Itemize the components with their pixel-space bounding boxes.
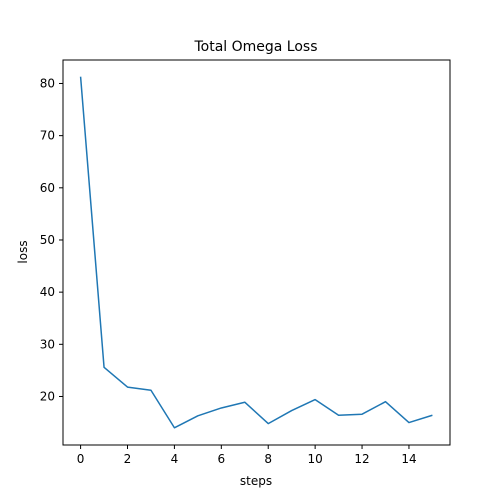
y-tick-label: 70 — [40, 129, 55, 143]
y-axis: 20 30 40 50 60 70 80 — [40, 76, 63, 403]
y-tick-label: 50 — [40, 233, 55, 247]
x-axis-label: steps — [240, 474, 272, 488]
x-tick-label: 2 — [124, 452, 132, 466]
plot-frame — [62, 59, 451, 446]
x-tick-label: 14 — [401, 452, 416, 466]
x-tick-label: 0 — [77, 452, 85, 466]
x-tick-label: 4 — [171, 452, 179, 466]
x-tick-label: 6 — [217, 452, 225, 466]
x-tick-label: 10 — [307, 452, 322, 466]
x-tick-label: 8 — [264, 452, 272, 466]
y-tick-label: 80 — [40, 76, 55, 90]
chart-title: Total Omega Loss — [193, 39, 317, 55]
plot-area — [79, 76, 433, 429]
y-tick-label: 20 — [40, 389, 55, 403]
x-tick-label: 12 — [354, 452, 369, 466]
y-axis-label: loss — [16, 240, 30, 263]
y-tick-label: 30 — [40, 337, 55, 351]
series-line — [79, 76, 433, 429]
x-axis: 0 2 4 6 8 10 12 14 — [77, 445, 417, 466]
y-tick-label: 60 — [40, 181, 55, 195]
y-tick-label: 40 — [40, 285, 55, 299]
